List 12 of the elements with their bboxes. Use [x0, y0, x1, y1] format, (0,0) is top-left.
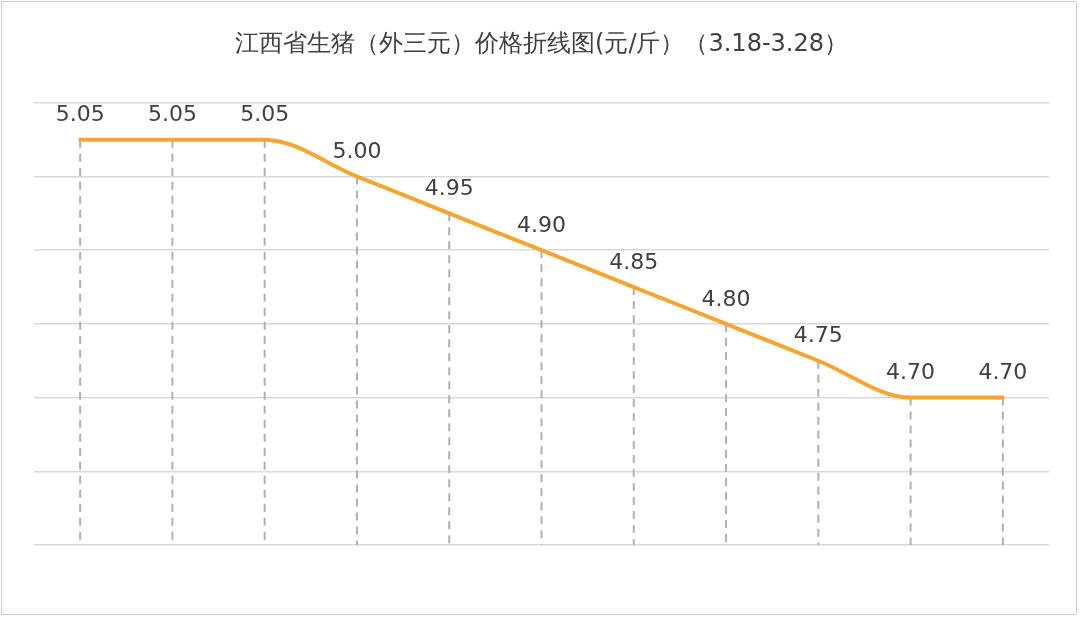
- data-label: 5.00: [332, 138, 382, 164]
- data-label: 4.85: [609, 248, 659, 274]
- data-label: 5.05: [240, 101, 290, 127]
- data-label: 4.95: [424, 175, 474, 201]
- data-label: 4.70: [978, 359, 1028, 385]
- data-label: 5.05: [147, 101, 197, 127]
- data-label: 4.90: [517, 211, 566, 237]
- data-label: 4.75: [793, 322, 843, 348]
- data-label: 4.70: [886, 359, 936, 385]
- data-label: 4.80: [701, 285, 751, 311]
- data-label: 5.05: [55, 101, 105, 127]
- chart-title: 江西省生猪（外三元）价格折线图(元/斤）（3.18-3.28）: [235, 28, 848, 57]
